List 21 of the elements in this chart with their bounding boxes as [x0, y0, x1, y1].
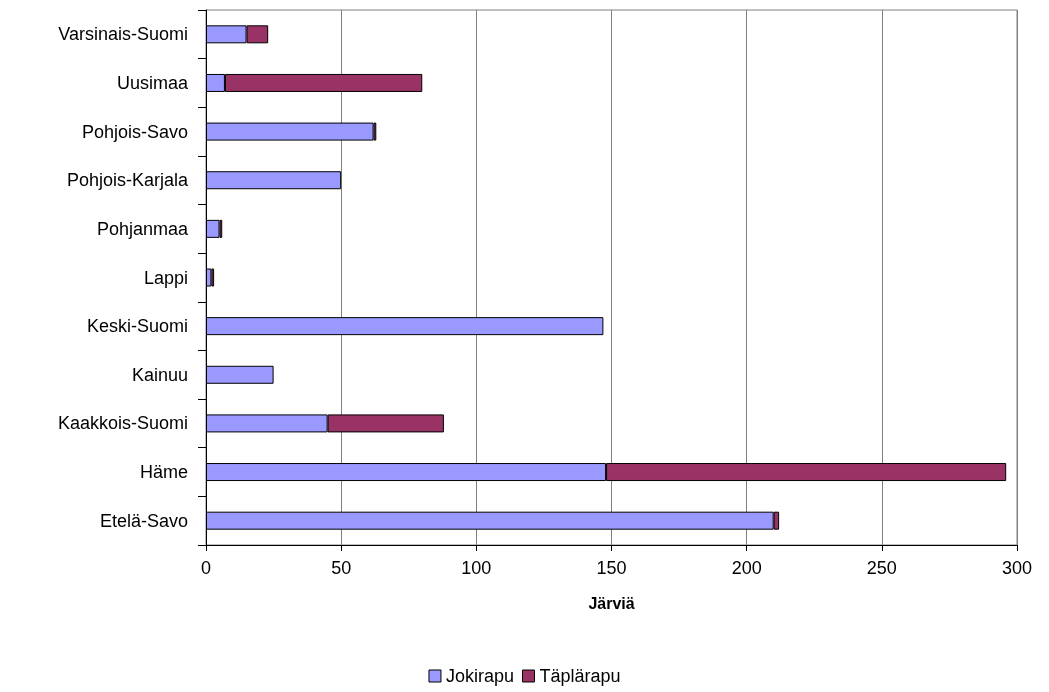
y-tick-label: Häme: [139, 462, 188, 483]
legend-label: Täplärapu: [539, 666, 621, 686]
y-tick-label: Etelä-Savo: [99, 510, 188, 531]
y-tick-label: Uusimaa: [116, 72, 189, 93]
y-tick-label: Pohjois-Karjala: [66, 170, 189, 191]
legend-label: Jokirapu: [445, 666, 514, 686]
x-tick-label: 150: [596, 558, 627, 578]
x-axis-title: Järviä: [588, 594, 635, 612]
y-tick-label: Lappi: [143, 267, 188, 288]
y-tick-label: Pohjois-Savo: [81, 121, 188, 142]
y-tick-label: Varsinais-Suomi: [58, 24, 188, 45]
x-tick-label: 100: [461, 558, 492, 578]
x-tick-label: 0: [200, 558, 212, 578]
y-tick-label: Kainuu: [131, 364, 188, 385]
x-tick-label: 300: [1001, 558, 1033, 578]
x-tick-label: 200: [731, 558, 762, 578]
y-tick-label: Pohjanmaa: [96, 218, 189, 239]
x-tick-label: 250: [866, 558, 897, 578]
y-tick-label: Keski-Suomi: [86, 316, 188, 337]
y-tick-label: Kaakkois-Suomi: [57, 413, 188, 434]
x-tick-label: 50: [331, 558, 352, 578]
